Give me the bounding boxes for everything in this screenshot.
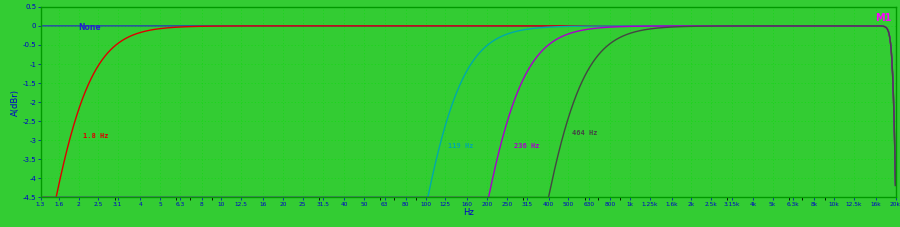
Text: M1: M1 (875, 12, 891, 22)
Text: 1.8 Hz: 1.8 Hz (83, 133, 109, 139)
X-axis label: Hz: Hz (463, 208, 473, 217)
Text: 119 Hz: 119 Hz (447, 143, 473, 149)
Y-axis label: A(dBr): A(dBr) (11, 89, 20, 116)
Text: 236 Hz: 236 Hz (514, 143, 539, 149)
Text: None: None (78, 23, 102, 32)
Text: 464 Hz: 464 Hz (572, 130, 598, 136)
